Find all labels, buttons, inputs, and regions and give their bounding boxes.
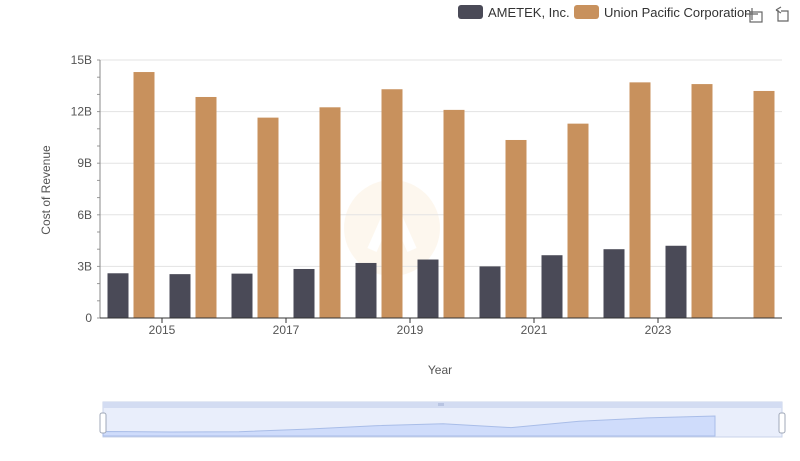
y-tick-label: 9B [77, 156, 92, 170]
y-tick-label: 0 [85, 311, 92, 325]
bar-union-pacific[interactable] [443, 109, 465, 318]
bar-union-pacific[interactable] [133, 72, 155, 318]
y-tick-label: 3B [77, 259, 92, 273]
bars [107, 72, 775, 319]
legend-label-ametek: AMETEK, Inc. [488, 5, 570, 20]
y-axis-title: Cost of Revenue [39, 145, 53, 235]
slider-handle-right[interactable] [778, 412, 786, 434]
x-axis-title: Year [428, 363, 452, 377]
bar-union-pacific[interactable] [381, 89, 403, 319]
legend-item-ametek[interactable]: AMETEK, Inc. [458, 5, 570, 20]
bar-ametek[interactable] [417, 259, 439, 318]
bar-ametek[interactable] [603, 249, 625, 318]
bar-union-pacific[interactable] [629, 82, 651, 318]
bar-ametek[interactable] [231, 273, 253, 318]
bar-ametek[interactable] [169, 274, 191, 318]
legend: AMETEK, Inc. Union Pacific Corporation [458, 5, 751, 20]
bar-union-pacific[interactable] [257, 117, 279, 319]
x-tick-label: 2019 [397, 323, 424, 337]
bar-union-pacific[interactable] [319, 107, 341, 318]
x-tick-label: 2023 [645, 323, 672, 337]
restore-icon[interactable] [775, 6, 789, 22]
y-axis: 0 3B 6B 9B 12B 15B [71, 53, 101, 325]
slider-grip-icon [438, 403, 444, 406]
bar-ametek[interactable] [665, 245, 687, 318]
zoom-icon[interactable] [746, 8, 763, 23]
bar-ametek[interactable] [479, 266, 501, 318]
bar-ametek[interactable] [293, 268, 315, 318]
y-tick-label: 12B [71, 105, 92, 119]
legend-swatch-union-pacific [574, 5, 599, 19]
bar-union-pacific[interactable] [691, 84, 713, 318]
x-tick-label: 2017 [273, 323, 300, 337]
slider-preview-area [102, 415, 716, 437]
bar-ametek[interactable] [355, 262, 377, 318]
x-tick-label: 2021 [521, 323, 548, 337]
x-tick-label: 2015 [149, 323, 176, 337]
bar-union-pacific[interactable] [195, 96, 217, 318]
y-tick-label: 6B [77, 208, 92, 222]
legend-label-union-pacific: Union Pacific Corporation [604, 5, 751, 20]
bar-ametek[interactable] [107, 273, 129, 318]
bar-union-pacific[interactable] [567, 123, 589, 318]
legend-swatch-ametek [458, 5, 483, 19]
bar-union-pacific[interactable] [505, 139, 527, 318]
slider-top-bar[interactable] [103, 402, 782, 408]
legend-item-union-pacific[interactable]: Union Pacific Corporation [574, 5, 751, 20]
bar-ametek[interactable] [541, 255, 563, 318]
bar-union-pacific[interactable] [753, 90, 775, 319]
slider-handle-left[interactable] [99, 412, 107, 434]
x-axis: 2015 2017 2019 2021 2023 [100, 317, 782, 337]
data-zoom-slider[interactable] [99, 401, 786, 438]
y-tick-label: 15B [71, 53, 92, 67]
